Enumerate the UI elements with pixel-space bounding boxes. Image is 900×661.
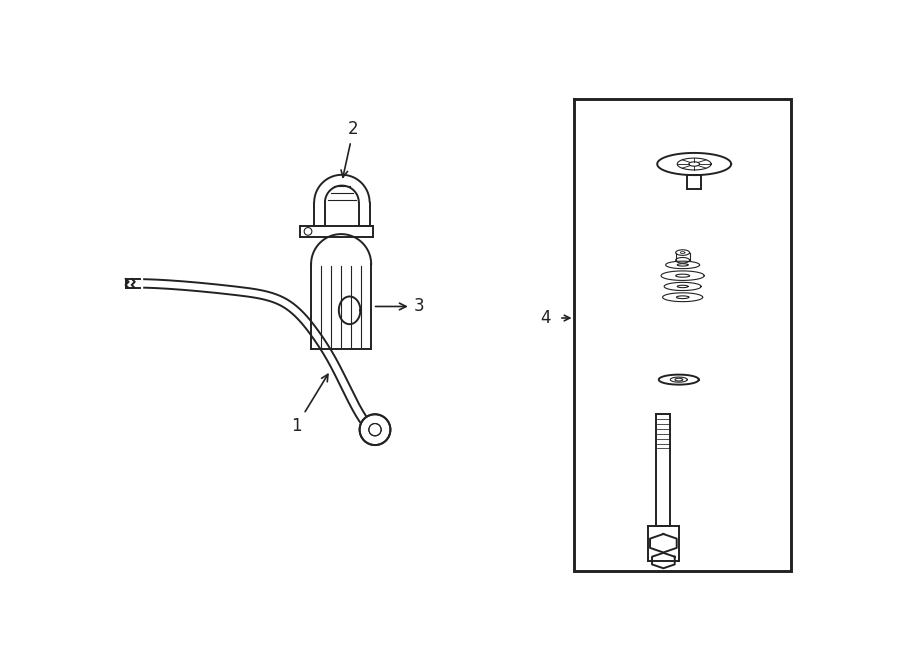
Text: 4: 4 [540, 309, 551, 327]
Text: 2: 2 [341, 120, 359, 177]
Text: 1: 1 [292, 374, 328, 435]
Text: 3: 3 [375, 297, 424, 315]
Circle shape [360, 414, 391, 445]
